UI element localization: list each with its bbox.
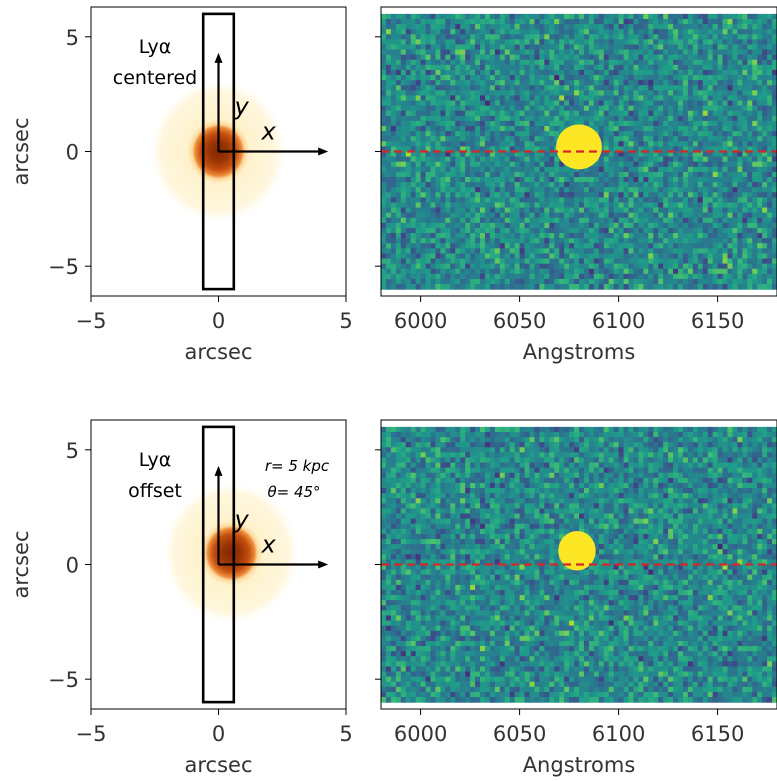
- y-axis-arrow-label: y: [234, 93, 250, 121]
- annotation-radius: r= 5 kpc: [265, 457, 330, 475]
- annotation-angle: θ= 45°: [267, 483, 320, 501]
- x-tick-label: −5: [76, 309, 107, 333]
- panel-bottom-right: 6000 6050 6100 6150 Angstroms: [375, 419, 777, 777]
- y-axis-label: arcsec: [9, 118, 33, 186]
- x-axis-label: arcsec: [185, 753, 253, 777]
- x-tick-label: 6000: [394, 722, 447, 746]
- y-arrow-head: [214, 465, 223, 476]
- y-arrow-head: [214, 52, 223, 63]
- emission-feature: [556, 124, 602, 170]
- spectrum-noise: [381, 13, 777, 290]
- annotation-line2: centered: [113, 67, 197, 89]
- y-axis-label: arcsec: [9, 531, 33, 599]
- x-axis-label: arcsec: [185, 340, 253, 364]
- annotation-line2: offset: [128, 480, 182, 502]
- x-tick-label: 6150: [691, 722, 744, 746]
- x-tick-label: 6100: [592, 722, 645, 746]
- x-tick-label: 0: [212, 722, 225, 746]
- panel-top-right: 6000 6050 6100 6150 Angstroms: [375, 6, 777, 364]
- y-tick-label: 0: [66, 141, 79, 165]
- panel-top-left: xy Lyα centered −5 0 5 −5 0 5 arcsec arcsec: [9, 6, 353, 364]
- x-tick-label: 6000: [394, 309, 447, 333]
- y-axis-arrow-label: y: [234, 506, 250, 534]
- y-tick-label: −5: [48, 668, 79, 692]
- y-tick-label: 5: [66, 439, 79, 463]
- x-arrow-head: [318, 560, 329, 569]
- x-axis-label: Angstroms: [523, 340, 636, 364]
- annotation-line1: Lyα: [139, 449, 172, 471]
- x-tick-label: 6100: [592, 309, 645, 333]
- x-axis-arrow-label: x: [261, 118, 277, 146]
- panel-bottom-left: xy Lyα offset r= 5 kpc θ= 45° −5 0 5 −5 0 5 arcsec a…: [9, 419, 353, 777]
- x-tick-label: 5: [339, 309, 352, 333]
- x-tick-label: −5: [76, 722, 107, 746]
- x-tick-label: 0: [212, 309, 225, 333]
- source-blob: [162, 481, 301, 625]
- spectrum-noise: [381, 426, 777, 703]
- x-tick-label: 6050: [493, 722, 546, 746]
- x-tick-label: 5: [339, 722, 352, 746]
- x-arrow-head: [318, 147, 329, 156]
- x-axis-arrow-label: x: [261, 531, 277, 559]
- annotation-line1: Lyα: [139, 36, 172, 58]
- y-tick-label: −5: [48, 255, 79, 279]
- x-axis-label: Angstroms: [523, 753, 636, 777]
- x-tick-label: 6050: [493, 309, 546, 333]
- emission-feature: [558, 530, 596, 571]
- y-tick-label: 5: [66, 26, 79, 50]
- x-tick-label: 6150: [691, 309, 744, 333]
- y-tick-label: 0: [66, 554, 79, 578]
